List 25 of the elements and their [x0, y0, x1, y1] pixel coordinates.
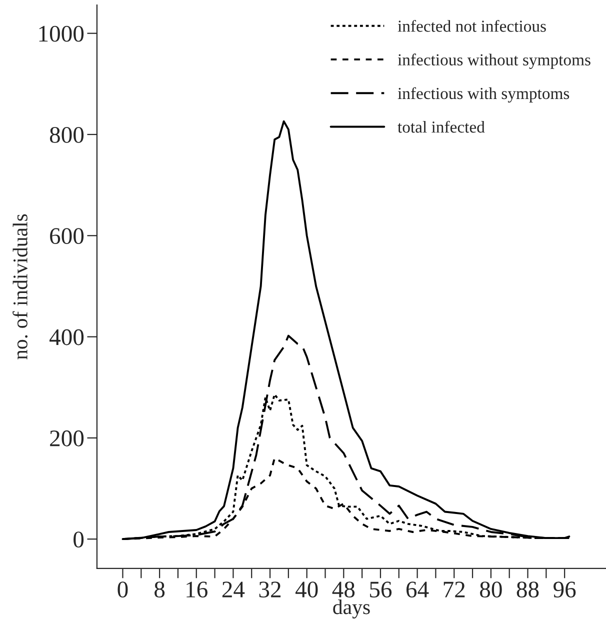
x-tick-label: 16	[186, 582, 208, 598]
legend-label: infected not infectious	[398, 20, 546, 32]
x-tick-label: 56	[370, 582, 392, 598]
x-tick-label: 32	[259, 582, 281, 598]
y-tick-label: 400	[50, 329, 84, 346]
x-tick-label: 24	[222, 582, 245, 598]
x-tick-label: 80	[480, 582, 502, 598]
y-tick-label: 200	[50, 430, 84, 446]
y-tick-label: 0	[74, 532, 84, 548]
y-tick-label: 600	[50, 228, 84, 244]
legend-label: total infected	[398, 120, 485, 133]
x-tick-label: 64	[406, 582, 429, 598]
x-tick-label: 8	[154, 582, 165, 598]
legend-label: infectious with symptoms	[398, 87, 570, 103]
x-axis-title: days	[333, 600, 370, 618]
y-axis-title: no. of individuals	[12, 214, 28, 360]
legend-label: infectious without symptoms	[398, 54, 590, 69]
y-tick-label: 1000	[39, 26, 84, 42]
x-tick-label: 48	[332, 582, 355, 598]
x-tick-label: 72	[444, 582, 465, 598]
y-tick-label: 800	[50, 126, 84, 143]
x-tick-label: 0	[118, 582, 128, 598]
x-tick-label: 88	[516, 582, 539, 598]
x-tick-label: 40	[295, 582, 318, 598]
x-tick-label: 96	[554, 582, 576, 598]
